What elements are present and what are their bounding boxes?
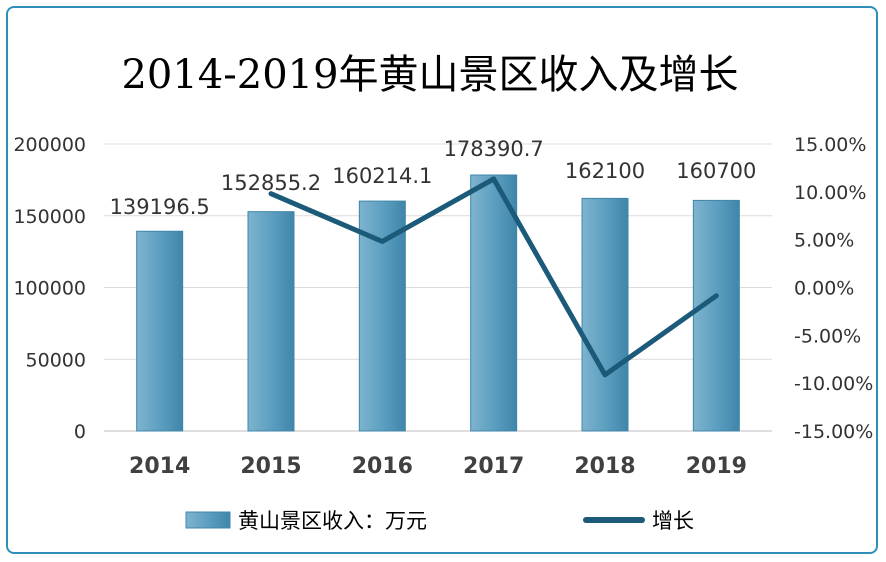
line-point [380, 239, 385, 244]
grid-lines [104, 143, 772, 432]
x-tick-label: 2017 [463, 454, 524, 479]
y-left-tick-label: 150000 [13, 206, 86, 228]
right-axis-ticks: -15.00% -10.00% -5.00% 0.00% 5.00% 10.00% 15.0… [794, 134, 873, 443]
bar [247, 211, 295, 432]
y-right-tick-label: 10.00% [794, 182, 866, 204]
legend: 黄山景区收入：万元 增长 [185, 509, 694, 533]
y-left-tick-label: 50000 [26, 349, 86, 371]
line-point [603, 372, 607, 377]
chart-title: 2014-2019年黄山景区收入及增长 [121, 52, 738, 98]
y-left-tick-label: 200000 [13, 134, 86, 156]
line-series [268, 176, 719, 378]
bar [358, 200, 406, 432]
bar-data-label: 178390.7 [444, 137, 544, 161]
line-point [714, 293, 719, 298]
y-right-tick-label: 15.00% [794, 134, 866, 156]
y-left-tick-label: 0 [74, 421, 86, 443]
bar-data-label: 152855.2 [221, 171, 321, 195]
x-tick-label: 2019 [686, 454, 747, 479]
legend-bar-swatch [185, 511, 231, 529]
line-point [491, 176, 496, 181]
x-tick-label: 2018 [574, 454, 635, 479]
bar-series [136, 174, 740, 432]
bar [470, 174, 518, 432]
x-axis-ticks: 2014 2015 2016 2017 2018 2019 [129, 454, 747, 479]
y-right-tick-label: -15.00% [794, 421, 873, 443]
y-left-tick-label: 100000 [13, 278, 86, 300]
bar-data-label: 160700 [676, 159, 756, 183]
y-right-tick-label: -5.00% [794, 325, 861, 347]
x-tick-label: 2015 [240, 454, 301, 479]
y-right-tick-label: -10.00% [794, 373, 873, 395]
left-axis-ticks: 0 50000 100000 150000 200000 [13, 134, 86, 443]
x-tick-label: 2014 [129, 454, 190, 479]
data-labels: 139196.5 152855.2 160214.1 178390.7 162100 16… [110, 137, 757, 219]
bar-data-label: 139196.5 [110, 195, 210, 219]
y-right-tick-label: 5.00% [794, 230, 854, 252]
x-tick-label: 2016 [352, 454, 413, 479]
legend-line-label: 增长 [652, 509, 694, 533]
bar-data-label: 162100 [565, 159, 645, 183]
legend-bar-label: 黄山景区收入：万元 [238, 509, 427, 533]
line-point [269, 191, 273, 196]
bar-data-label: 160214.1 [332, 164, 432, 188]
y-right-tick-label: 0.00% [794, 278, 854, 300]
bar [136, 230, 184, 432]
bar [692, 199, 740, 432]
bar [581, 197, 629, 432]
